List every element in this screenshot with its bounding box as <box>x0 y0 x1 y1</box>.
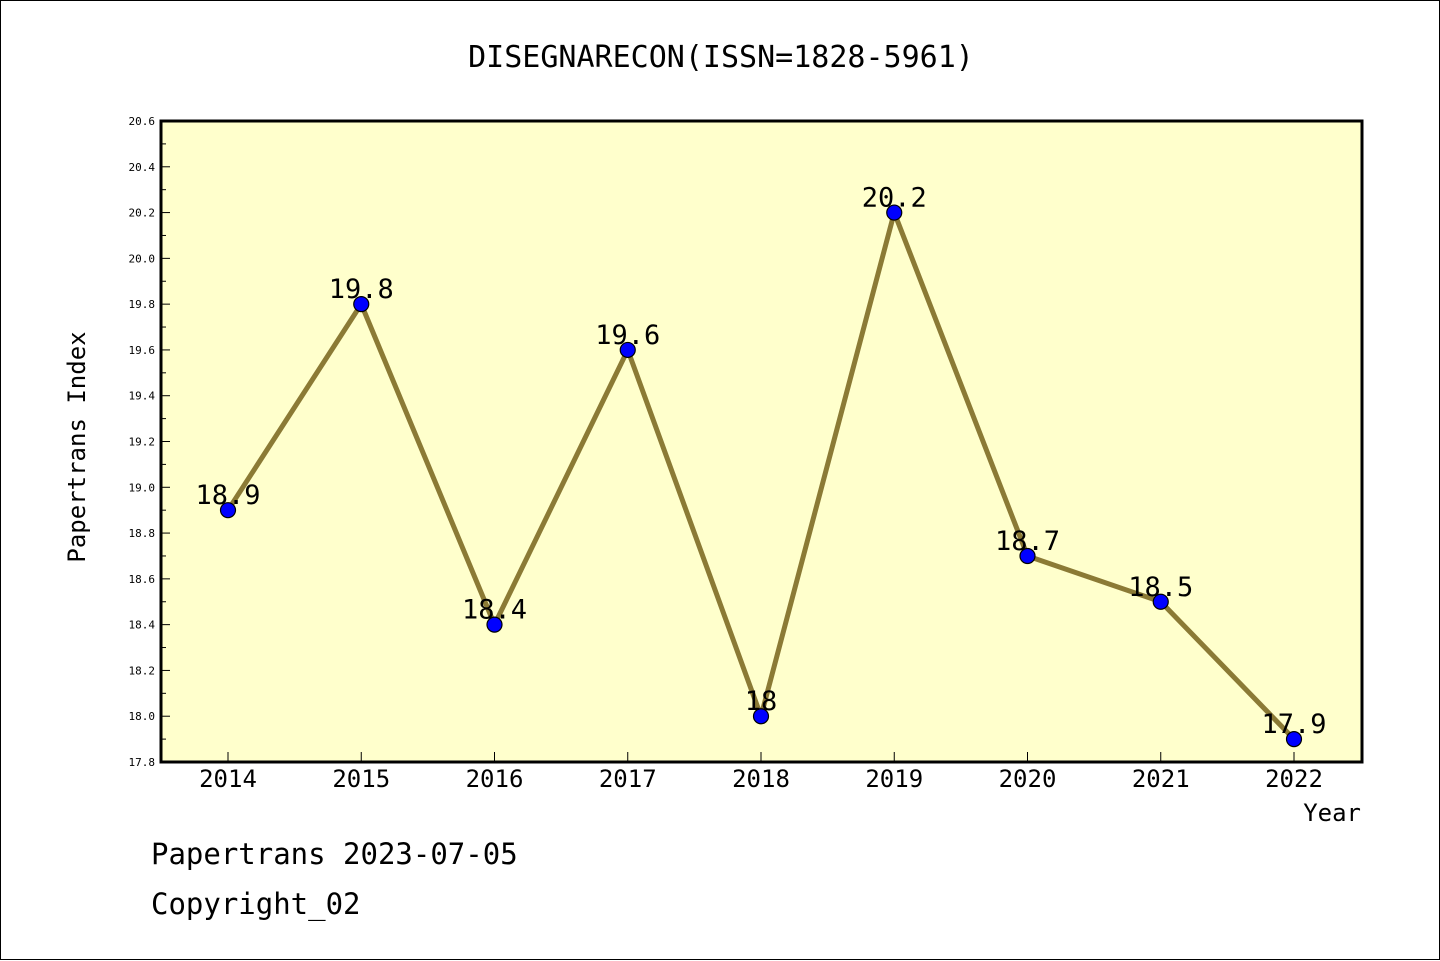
data-label: 19.8 <box>329 274 394 305</box>
y-axis: 17.8 18.0 18.2 18.4 18.6 18.8 19.0 19.2 19.4 19.6… <box>129 115 170 769</box>
y-tick-label: 20.2 <box>129 207 156 220</box>
data-label-layer: 18.9 19.8 18.4 19.6 18 20.2 18.7 18.5 17.9 <box>195 183 1326 741</box>
data-point <box>619 341 636 359</box>
data-point <box>1019 547 1036 565</box>
y-tick-label: 19.0 <box>129 481 156 494</box>
y-tick-label: 17.8 <box>129 756 156 769</box>
chart-title: DISEGNARECON(ISSN=1828-5961) <box>468 40 974 75</box>
y-tick-label: 18.4 <box>129 619 156 632</box>
series-layer <box>219 204 1303 748</box>
data-label: 17.9 <box>1261 709 1326 740</box>
y-axis-label: Papertrans Index <box>63 331 91 562</box>
y-tick-label: 18.2 <box>129 664 156 677</box>
data-point <box>353 296 370 313</box>
y-tick-label: 19.4 <box>129 390 156 403</box>
y-tick-label: 18.8 <box>129 527 156 540</box>
data-label: 18.9 <box>195 480 260 511</box>
y-tick-label: 18.0 <box>129 710 156 723</box>
data-point <box>1285 731 1303 748</box>
footer-copyright: Copyright_02 <box>151 887 361 921</box>
footer-source: Papertrans 2023-07-05 <box>151 837 518 871</box>
data-point <box>752 708 770 725</box>
plot-area <box>161 121 1362 762</box>
y-tick-label: 19.8 <box>129 298 156 311</box>
y-tick-label: 19.6 <box>129 344 156 357</box>
x-tick-label: 2021 <box>1132 765 1190 793</box>
data-label: 20.2 <box>862 183 927 214</box>
x-axis-label: Year <box>1303 799 1361 827</box>
x-tick-label: 2016 <box>466 765 524 793</box>
y-tick-label: 19.2 <box>129 436 156 449</box>
x-tick-label: 2017 <box>599 765 657 793</box>
data-label: 18.5 <box>1128 572 1193 603</box>
data-point <box>1152 593 1169 610</box>
data-point <box>486 616 503 633</box>
data-label: 18.7 <box>995 526 1060 557</box>
y-tick-label: 18.6 <box>129 573 156 586</box>
data-label: 18.4 <box>462 595 527 626</box>
x-tick-label: 2022 <box>1265 765 1323 793</box>
x-tick-label: 2020 <box>999 765 1057 793</box>
y-tick-label: 20.4 <box>129 161 156 174</box>
x-tick-label: 2015 <box>332 765 390 793</box>
data-point <box>886 204 903 221</box>
x-tick-label: 2019 <box>865 765 923 793</box>
x-tick-label: 2014 <box>199 765 257 793</box>
x-axis: 2014 2015 2016 2017 2018 2019 2020 2021 2022 <box>199 752 1323 793</box>
y-tick-label: 20.0 <box>129 252 156 265</box>
data-point <box>219 502 237 519</box>
plot-border <box>159 119 1364 764</box>
x-tick-label: 2018 <box>732 765 790 793</box>
data-label: 18 <box>745 686 778 717</box>
data-label: 19.6 <box>595 320 660 351</box>
y-tick-label: 20.6 <box>129 115 156 128</box>
